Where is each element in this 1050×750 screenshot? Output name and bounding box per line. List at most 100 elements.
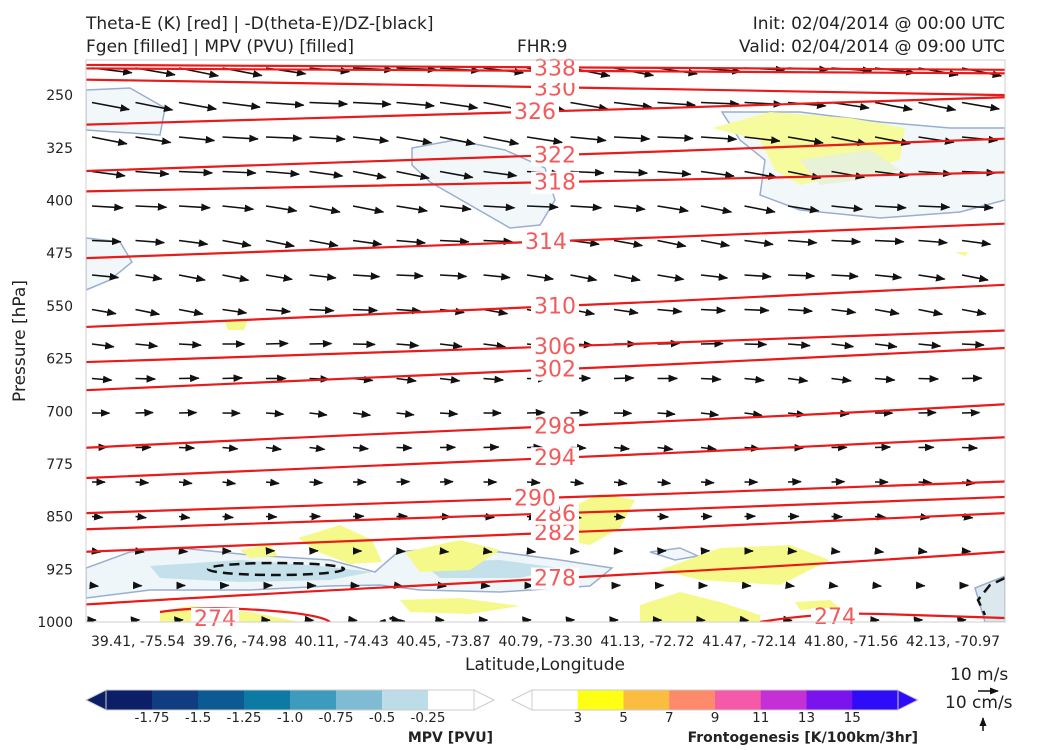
wind-vector <box>480 581 491 590</box>
wind-vector <box>91 237 122 246</box>
wind-vector <box>309 273 337 281</box>
theta-e-line <box>759 612 1005 622</box>
theta-e-label-bg <box>522 230 570 253</box>
theta-e-label-bg <box>531 144 579 167</box>
wind-vector <box>526 273 555 282</box>
theta-e-label-bg <box>531 57 579 80</box>
wind-vector <box>309 205 341 215</box>
wind-vector <box>483 237 514 246</box>
wind-vector <box>918 101 957 113</box>
wind-vector <box>744 239 774 248</box>
wind-vector <box>309 410 328 418</box>
wind-vector <box>700 375 722 383</box>
colorbar-segment <box>244 690 291 710</box>
y-tick-label: 1000 <box>37 615 73 631</box>
colorbar-tick-label: -1.5 <box>185 710 211 726</box>
wind-vector <box>352 239 383 248</box>
title-line-2: Fgen [filled] | MPV (PVU) [filled] <box>86 37 355 57</box>
wind-vector <box>178 168 214 177</box>
colorbar-frame <box>105 689 475 711</box>
wind-vector <box>439 136 476 147</box>
wind-vector <box>178 239 209 247</box>
colorbar-frame <box>531 689 899 711</box>
wind-vector <box>265 478 280 487</box>
wind-vector <box>352 444 370 452</box>
wind-vector <box>309 99 349 108</box>
wind-vector <box>961 239 992 247</box>
wind-vector <box>570 203 603 212</box>
mpv-patch <box>649 547 701 561</box>
colorbar-tick-label: -1.75 <box>135 710 170 726</box>
theta-e-label-bg <box>531 295 579 318</box>
wind-vector <box>309 306 335 315</box>
wind-vector <box>134 547 145 555</box>
wind-vector <box>526 136 564 145</box>
wind-vector <box>222 307 248 316</box>
theta-e-label-bg <box>191 608 239 630</box>
y-axis-ticks: 250 325 400 475 550 625 700 775 850 925 1000 <box>37 88 73 631</box>
wind-vector <box>178 101 218 112</box>
colorbar-tick-label: -1.25 <box>227 710 262 726</box>
theta-e-label: 306 <box>534 335 576 360</box>
wind-vector <box>874 341 898 350</box>
theta-e-label: 302 <box>534 358 576 383</box>
wind-vector <box>872 581 883 590</box>
y-tick-label: 700 <box>46 404 73 420</box>
y-axis-label: Pressure [hPa] <box>10 280 30 402</box>
wind-vector <box>91 341 115 350</box>
wind-vector <box>352 410 372 418</box>
wind-vector <box>135 374 157 383</box>
theta-e-label-bg <box>531 171 579 194</box>
wind-vector <box>135 238 166 246</box>
wind-vector <box>135 136 172 145</box>
wind-vector <box>961 340 985 349</box>
x-tick-label: 39.41, -75.54 <box>91 634 185 650</box>
wind-vector <box>874 237 905 246</box>
wind-vector <box>91 375 113 384</box>
y-tick-label: 250 <box>46 88 73 104</box>
colorbar-tick-label: -0.5 <box>369 710 395 726</box>
fgen-patch <box>640 592 760 622</box>
wind-vector <box>439 101 479 111</box>
wind-vector <box>787 271 816 280</box>
y-tick-label: 400 <box>46 194 73 210</box>
colorbar-title: Frontogenesis [K/100km/3hr] <box>688 730 918 746</box>
wind-vector <box>918 203 951 211</box>
wind-vector <box>222 101 261 110</box>
wind-vector <box>89 581 100 590</box>
wind-vector <box>570 274 598 283</box>
wind-vector <box>222 444 239 452</box>
wind-vector <box>918 238 949 246</box>
wind-vector <box>828 581 839 589</box>
wind-vector <box>265 205 298 214</box>
wind-vector <box>831 136 868 147</box>
wind-vector <box>439 376 461 384</box>
wind-vector <box>135 478 150 487</box>
wind-vector <box>222 478 237 487</box>
colorbar-tick-label: -0.25 <box>411 710 446 726</box>
wind-scale-legend: 10 m/s 10 cm/s <box>945 665 1013 731</box>
wind-vector <box>222 134 259 143</box>
plot-frame <box>85 59 1006 623</box>
theta-e-label: 282 <box>534 521 576 546</box>
wind-vector <box>700 478 715 487</box>
wind-vector <box>569 547 580 555</box>
wind-vector <box>135 169 170 178</box>
wind-vector <box>874 375 896 384</box>
colorbar-extend-right <box>897 689 920 711</box>
wind-vector <box>483 170 518 179</box>
wind-vector <box>874 101 914 112</box>
mpv-patch <box>150 560 372 582</box>
wind-vector <box>787 341 811 349</box>
wind-vector <box>831 204 864 213</box>
wind-vector <box>396 376 417 384</box>
y-tick-label: 550 <box>46 299 73 315</box>
wind-vector <box>831 341 855 350</box>
wind-vector <box>309 170 344 179</box>
wind-vector <box>657 274 685 282</box>
colorbar-tick-label: 15 <box>844 710 861 726</box>
colorbar-tick-label: 3 <box>573 710 582 726</box>
wind-vector <box>483 375 505 384</box>
colorbar-segment <box>760 690 807 710</box>
